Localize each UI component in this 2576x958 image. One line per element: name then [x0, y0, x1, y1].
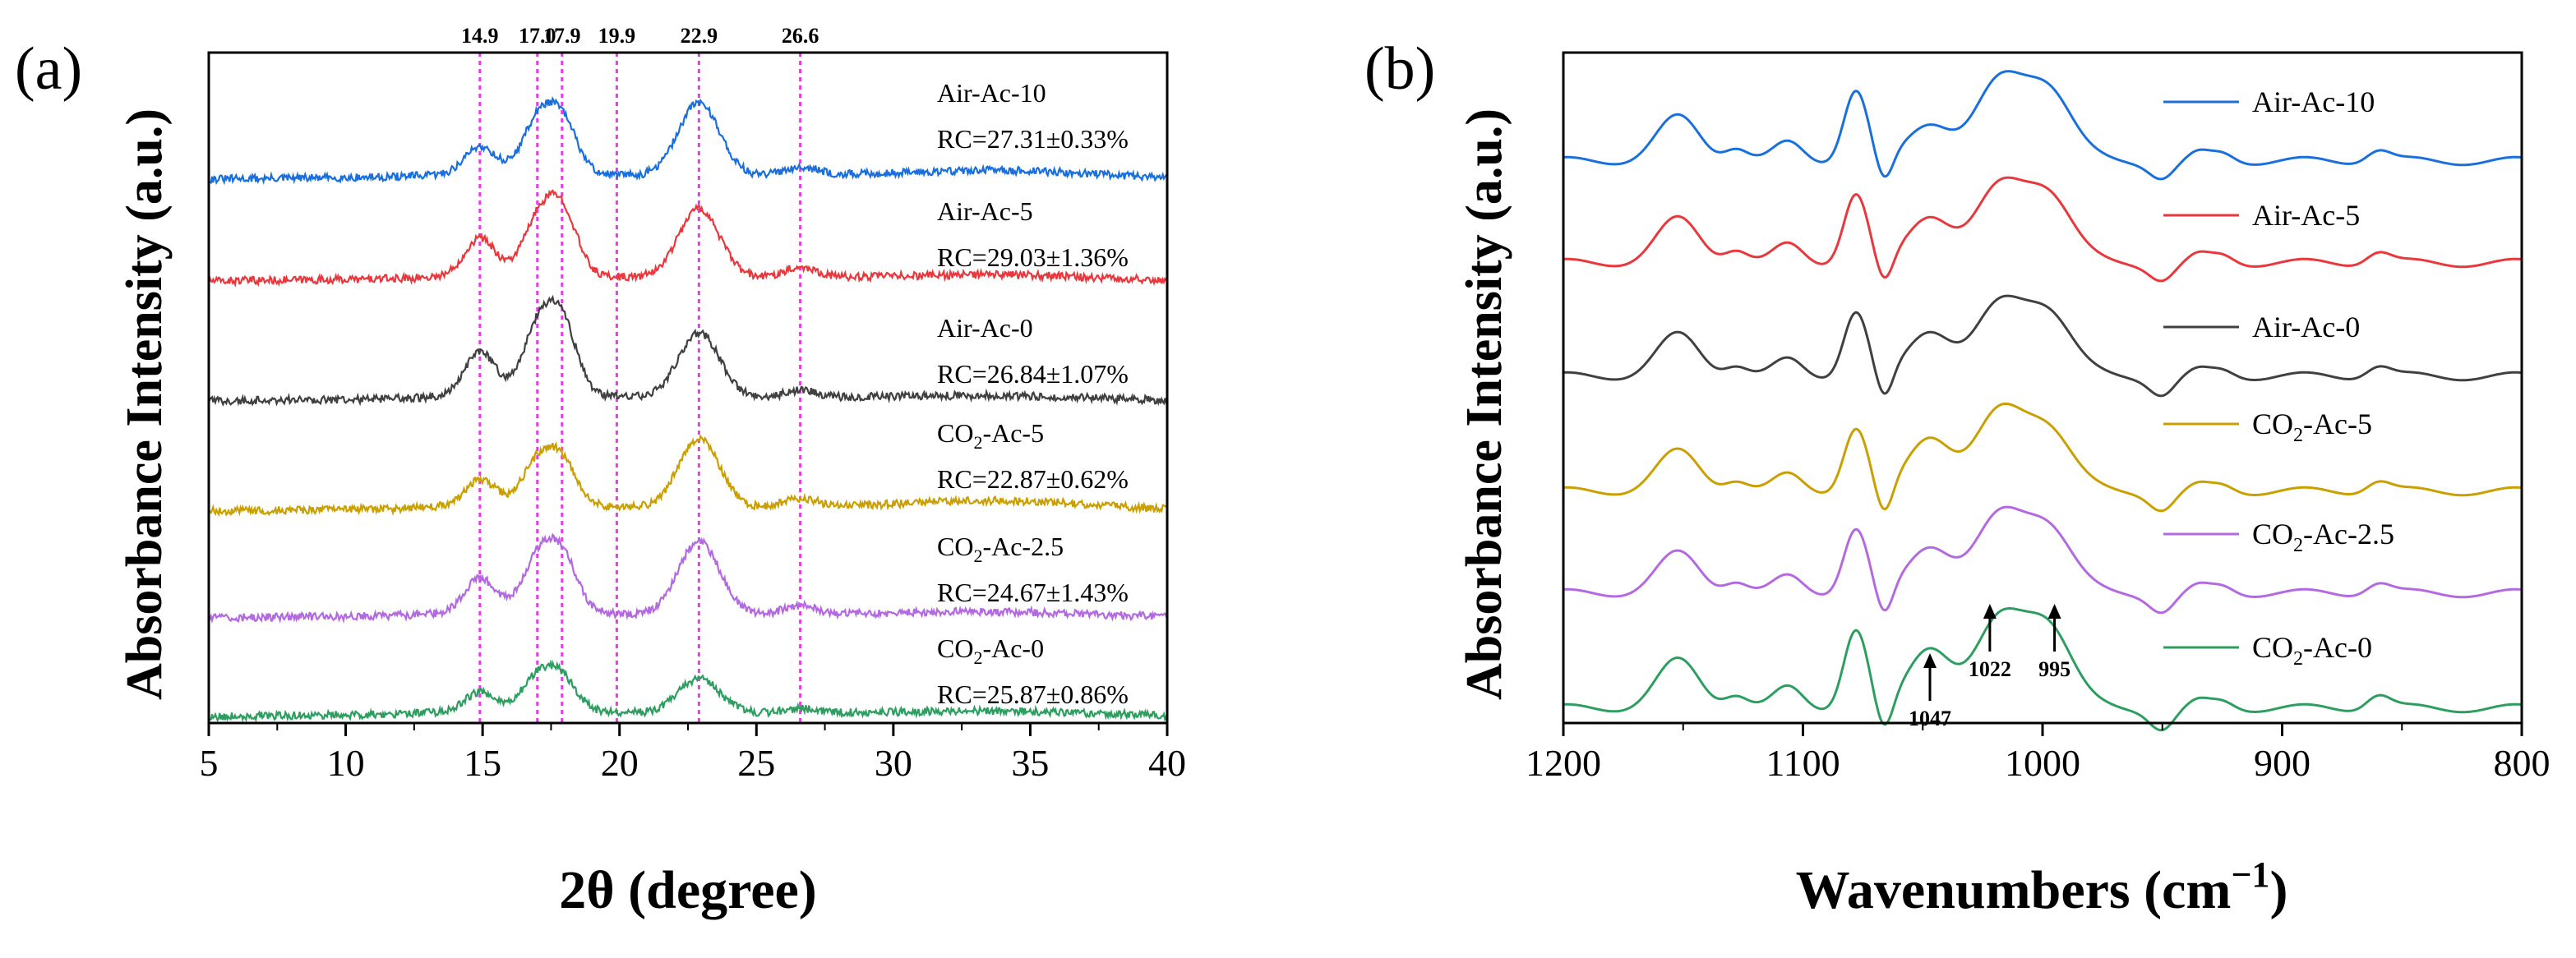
series-line: [208, 434, 1169, 517]
panel-b-frame: [1562, 51, 2523, 725]
series-line: [1563, 70, 2523, 181]
x-tick-label: 1100: [1766, 742, 1840, 784]
series-name-sub: 2: [973, 546, 982, 566]
series-name-label: Air-Ac-10: [937, 78, 1046, 108]
panel-b-xlabel-sup: −1: [2231, 854, 2269, 895]
panel-b-ylabel: Absorbance Intensity (a.u.): [1457, 108, 1512, 700]
legend-entry: Air-Ac-5: [2252, 199, 2360, 232]
panel-a-series: [207, 95, 1169, 723]
series-line: [1563, 607, 2523, 732]
legend-name-sub: 2: [2293, 535, 2303, 556]
series-rc-label: RC=22.87±0.62%: [937, 464, 1129, 494]
series-name-label: CO2-Ac-2.5: [937, 532, 1064, 566]
panel-b-annotations: 1047 1022 995: [1909, 604, 2070, 730]
x-tick-label: 900: [2254, 742, 2311, 784]
series-line: [208, 532, 1168, 624]
panel-a-series-labels: Air-Ac-10 RC=27.31±0.33% Air-Ac-5 RC=29.03±…: [937, 78, 1129, 709]
series-name-sub: 2: [973, 432, 982, 453]
series-rc-label: RC=29.03±1.36%: [937, 242, 1129, 272]
series-rc-label: RC=27.31±0.33%: [937, 124, 1129, 154]
series-name-tail: -Ac-0: [982, 633, 1044, 663]
series-line: [207, 659, 1169, 723]
panel-a-reference-lines: 14.9 17.017.9 19.9 22.9 26.6: [461, 24, 819, 723]
series-line: [1563, 294, 2523, 398]
panel-b-x-ticks: 1200 1100 1000 900 800: [1526, 723, 2551, 784]
series-name-tail: -Ac-2.5: [982, 532, 1064, 561]
annotation-label: 1047: [1909, 707, 1951, 730]
legend-name-tail: -Ac-5: [2303, 408, 2372, 440]
panel-b-label: (b): [1364, 35, 1435, 103]
annotation-arrowhead: [1983, 604, 1997, 619]
series-name-label: CO2-Ac-0: [937, 633, 1044, 668]
annotation-label: 1022: [1969, 657, 2011, 681]
annotation-label: 995: [2038, 657, 2070, 681]
series-name-main: CO: [937, 633, 973, 663]
series-name-main: CO: [937, 532, 973, 561]
series-line: [1563, 402, 2523, 513]
annotation-arrowhead: [2047, 604, 2061, 619]
x-tick-label: 40: [1148, 742, 1186, 784]
panel-b-xlabel-main: Wavenumbers (cm: [1796, 860, 2232, 920]
x-tick-label: 20: [601, 742, 639, 784]
legend-entry: Air-Ac-10: [2252, 85, 2375, 118]
x-tick-label: 1200: [1526, 742, 1601, 784]
series-line: [1563, 176, 2523, 283]
x-tick-label: 25: [737, 742, 775, 784]
reference-line-label: 17.9: [543, 24, 581, 48]
legend-name-main: CO: [2252, 408, 2293, 440]
panel-b: (b) Absorbance Intensity (a.u.) Wavenumb…: [1364, 35, 2551, 920]
x-tick-label: 15: [464, 742, 501, 784]
panel-a-ylabel: Absorbance Intensity (a.u.): [117, 108, 173, 700]
reference-line-label: 26.6: [782, 24, 819, 48]
reference-line-label: 22.9: [681, 24, 718, 48]
panel-b-legend: Air-Ac-10Air-Ac-5Air-Ac-0CO2-Ac-5CO2-Ac-…: [2163, 85, 2394, 670]
legend-name-sub: 2: [2293, 425, 2303, 446]
annotation-arrowhead: [1923, 653, 1937, 668]
series-name-main: CO: [937, 418, 973, 448]
legend-name-main: CO: [2252, 631, 2293, 664]
legend-name-main: CO: [2252, 518, 2293, 550]
series-line: [1563, 505, 2523, 615]
x-tick-label: 30: [875, 742, 912, 784]
legend-entry: Air-Ac-0: [2252, 311, 2360, 343]
panel-a-x-ticks: 5 10 15 20 25 30 35 40: [200, 723, 1186, 784]
x-tick-label: 5: [200, 742, 219, 784]
series-rc-label: RC=26.84±1.07%: [937, 359, 1129, 389]
reference-line-label: 19.9: [598, 24, 636, 48]
panel-a: (a) Absorbance Intensity (a.u.) 2θ (degr…: [15, 24, 1186, 920]
series-rc-label: RC=25.87±0.86%: [937, 679, 1129, 709]
series-name-label: Air-Ac-5: [937, 196, 1033, 226]
reference-line-label: 14.9: [461, 24, 499, 48]
x-tick-label: 10: [327, 742, 365, 784]
x-tick-label: 1000: [2005, 742, 2080, 784]
legend-entry: CO2-Ac-2.5: [2252, 518, 2394, 556]
legend-name-sub: 2: [2293, 648, 2303, 670]
series-name-label: CO2-Ac-5: [937, 418, 1044, 453]
series-line: [208, 95, 1168, 186]
legend-entry: CO2-Ac-0: [2252, 631, 2372, 670]
reference-line-label: 17.0: [519, 24, 556, 48]
panel-a-label: (a): [15, 35, 82, 103]
legend-name-tail: -Ac-0: [2303, 631, 2372, 664]
panel-a-xlabel: 2θ (degree): [559, 860, 817, 920]
x-tick-label: 35: [1011, 742, 1049, 784]
legend-entry: CO2-Ac-5: [2252, 408, 2372, 446]
series-name-sub: 2: [973, 647, 982, 668]
legend-name-tail: -Ac-2.5: [2303, 518, 2394, 550]
series-line: [207, 294, 1168, 408]
x-tick-label: 800: [2494, 742, 2551, 784]
series-rc-label: RC=24.67±1.43%: [937, 578, 1129, 607]
panel-b-xlabel: Wavenumbers (cm−1): [1796, 854, 2288, 920]
panel-b-xlabel-tail: ): [2269, 860, 2287, 920]
series-line: [207, 189, 1169, 288]
series-name-label: Air-Ac-0: [937, 313, 1033, 343]
panel-b-series: [1563, 70, 2523, 732]
series-name-tail: -Ac-5: [982, 418, 1044, 448]
